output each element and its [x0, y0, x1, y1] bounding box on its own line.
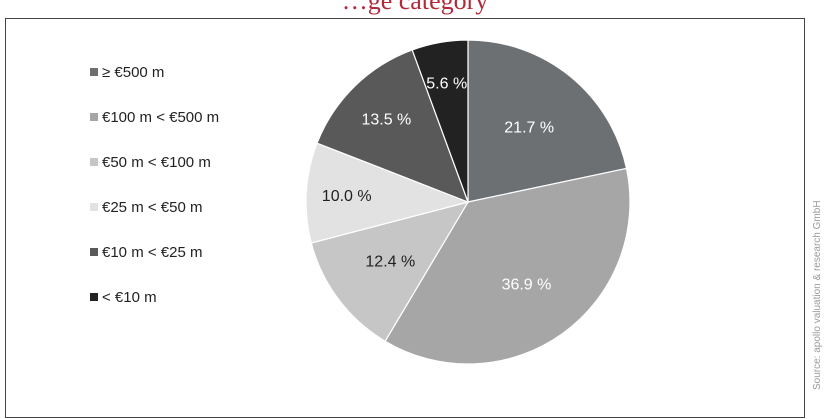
legend-label: ≥ €500 m [102, 63, 165, 81]
pie-slice [310, 201, 470, 343]
legend-label: €25 m < €50 m [102, 198, 203, 216]
legend-swatch [90, 203, 98, 211]
pie-slice [411, 39, 469, 203]
legend-swatch [90, 158, 98, 166]
legend-swatch [90, 293, 98, 301]
legend-item: €10 m < €25 m [90, 242, 219, 262]
legend-item: < €10 m [90, 287, 219, 307]
pie-slice [305, 142, 470, 244]
legend-swatch [90, 68, 98, 76]
source-note: Source: apollo valuation & research GmbH [812, 200, 823, 390]
legend-item: ≥ €500 m [90, 62, 219, 82]
legend: ≥ €500 m €100 m < €500 m €50 m < €100 m … [90, 62, 219, 332]
pie-slice [467, 39, 628, 203]
legend-label: €100 m < €500 m [102, 108, 220, 126]
legend-label: €50 m < €100 m [102, 153, 211, 171]
legend-item: €100 m < €500 m [90, 107, 219, 127]
legend-label: < €10 m [102, 288, 157, 306]
slice-label: 36.9 % [502, 277, 552, 294]
legend-item: €50 m < €100 m [90, 152, 219, 172]
legend-label: €10 m < €25 m [102, 243, 203, 261]
legend-item: €25 m < €50 m [90, 197, 219, 217]
legend-swatch [90, 248, 98, 256]
slice-label: 21.7 % [504, 119, 554, 136]
pie-slice [384, 167, 631, 365]
slice-label: 10.0 % [322, 188, 372, 205]
slice-label: 12.4 % [365, 253, 415, 270]
slice-label: 13.5 % [361, 112, 411, 129]
slice-label: 5.6 % [426, 75, 467, 92]
pie-slice [316, 49, 470, 204]
legend-swatch [90, 113, 98, 121]
chart-title: …ge category [341, 0, 489, 15]
